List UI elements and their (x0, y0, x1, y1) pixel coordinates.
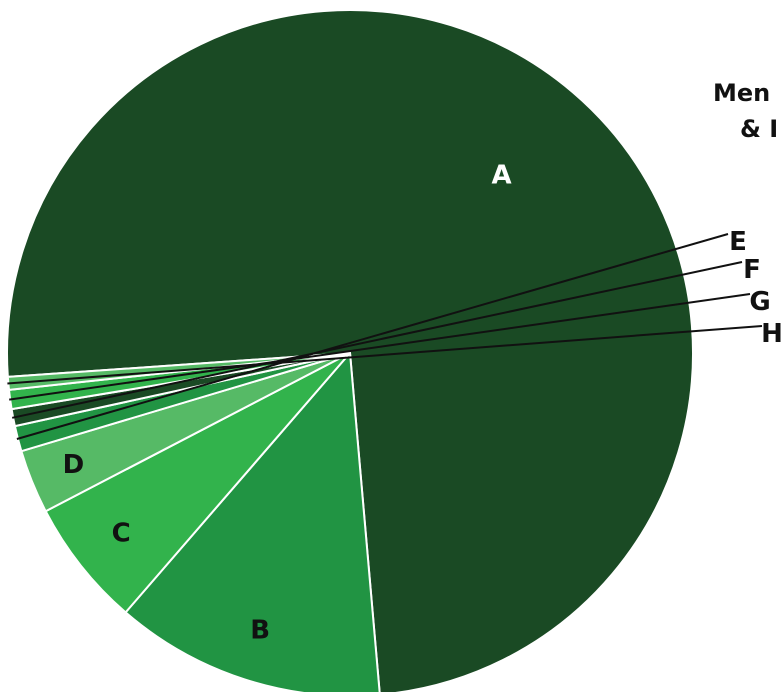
slice-label-g: G (749, 287, 770, 317)
leader-lines (7, 233, 763, 440)
slice-label-a: A (491, 161, 511, 191)
chart-title: Men & I (713, 79, 778, 143)
chart-title-line-2: & I (740, 115, 778, 143)
slice-label-h: H (761, 319, 781, 349)
leader-line-h (7, 325, 763, 385)
pie-slice-b (124, 352, 381, 692)
leader-line-f (11, 261, 743, 419)
leader-line-e (16, 233, 729, 440)
slice-label-c: C (112, 519, 131, 549)
pie-slice-c (44, 352, 351, 614)
leader-line-g (9, 293, 751, 401)
slice-label-e: E (729, 227, 747, 257)
slice-label-d: D (63, 450, 85, 480)
slice-label-f: F (743, 255, 761, 285)
slice-label-b: B (250, 615, 270, 645)
chart-title-line-1: Men (713, 79, 770, 107)
